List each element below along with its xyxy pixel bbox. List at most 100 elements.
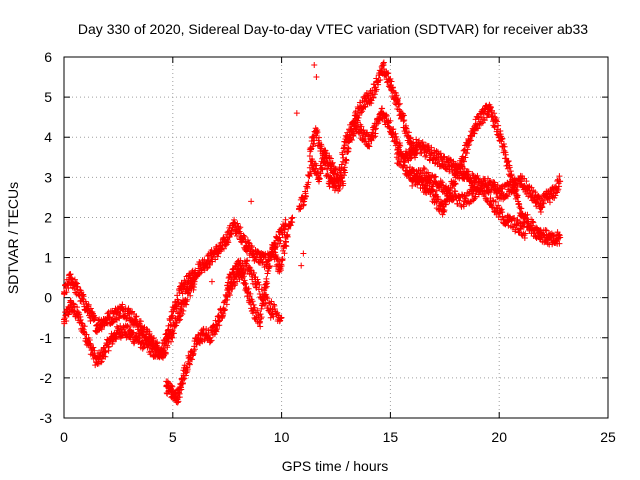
data-point [112, 305, 119, 312]
data-point [93, 358, 100, 365]
data-point [212, 256, 219, 263]
data-point [184, 366, 191, 373]
satellite-track-2 [61, 271, 198, 361]
data-point [204, 265, 211, 272]
grid-lines [64, 57, 608, 418]
data-point [208, 247, 215, 254]
outlier-point [311, 62, 318, 69]
data-point [231, 219, 238, 226]
data-point [181, 375, 188, 382]
data-point [113, 330, 120, 337]
data-point [262, 254, 269, 261]
data-point [87, 310, 94, 317]
data-point [276, 240, 283, 247]
data-point [233, 233, 240, 240]
data-point [80, 293, 87, 300]
data-point [61, 290, 67, 297]
data-point [191, 270, 198, 277]
data-point [100, 345, 107, 352]
data-point [241, 233, 248, 240]
data-point [185, 278, 192, 285]
y-tick-label: 1 [44, 250, 52, 266]
data-point [132, 334, 139, 341]
satellite-track-6 [306, 105, 404, 194]
data-point [178, 286, 185, 293]
data-point [171, 302, 178, 309]
y-tick-label: -2 [40, 370, 53, 386]
data-point [222, 242, 229, 249]
data-point [169, 312, 176, 319]
data-point [113, 310, 120, 317]
y-tick-label: 0 [44, 290, 52, 306]
y-tick-label: 4 [44, 129, 52, 145]
data-point [119, 326, 126, 333]
data-point [214, 253, 221, 260]
data-point [90, 344, 97, 351]
data-point [80, 298, 87, 305]
data-point [191, 346, 198, 353]
data-point [191, 278, 198, 285]
data-point [139, 338, 146, 345]
y-tick-label: 2 [44, 209, 52, 225]
data-point [67, 274, 74, 281]
data-point [139, 326, 146, 333]
y-tick-label: 3 [44, 169, 52, 185]
data-point [61, 318, 67, 325]
data-point [152, 342, 159, 349]
data-point [125, 323, 132, 330]
data-point [158, 350, 165, 357]
data-point [87, 318, 94, 325]
y-tick-label: 5 [44, 89, 52, 105]
data-point [256, 254, 263, 261]
data-point [164, 379, 171, 386]
data-point [178, 386, 185, 393]
data-point [137, 318, 144, 325]
data-point [165, 338, 172, 345]
y-tick-label: -1 [40, 330, 53, 346]
x-tick-label: 15 [383, 429, 399, 445]
outlier-point [293, 110, 300, 117]
data-point [217, 246, 224, 253]
data-point [276, 234, 283, 241]
data-point [80, 326, 87, 333]
data-point [150, 335, 157, 342]
data-point [243, 242, 250, 249]
data-point [186, 360, 193, 367]
outlier-point [300, 250, 307, 257]
data-point [83, 331, 90, 338]
data-point [318, 165, 325, 172]
data-point [71, 276, 78, 283]
data-point [289, 214, 296, 221]
data-point [201, 256, 208, 263]
outlier-point [248, 198, 255, 205]
data-point [282, 216, 289, 223]
data-point [204, 258, 211, 265]
data-point [248, 243, 255, 250]
y-axis-label: SDTVAR / TECUs [5, 182, 21, 294]
data-point [234, 220, 241, 227]
data-point [106, 314, 113, 321]
data-point [225, 239, 232, 246]
data-point [92, 314, 99, 321]
data-point [213, 243, 220, 250]
data-point [185, 290, 192, 297]
data-point [168, 382, 175, 389]
data-point [259, 259, 266, 266]
data-point [119, 306, 126, 313]
data-point [81, 323, 88, 330]
data-point [77, 316, 84, 323]
data-point [211, 250, 218, 257]
x-tick-label: 20 [491, 429, 507, 445]
data-point [281, 226, 288, 233]
outlier-point [298, 262, 305, 269]
data-point [162, 349, 169, 356]
data-point [175, 398, 182, 405]
data-point [104, 310, 111, 317]
data-point [95, 317, 102, 324]
outlier-point [313, 74, 320, 81]
y-tick-label: 6 [44, 49, 52, 65]
y-axis: -3 -2 -1 0 1 2 3 4 5 6 [40, 49, 608, 426]
data-point [224, 234, 231, 241]
plot-frame [63, 56, 609, 419]
data-point [184, 296, 191, 303]
